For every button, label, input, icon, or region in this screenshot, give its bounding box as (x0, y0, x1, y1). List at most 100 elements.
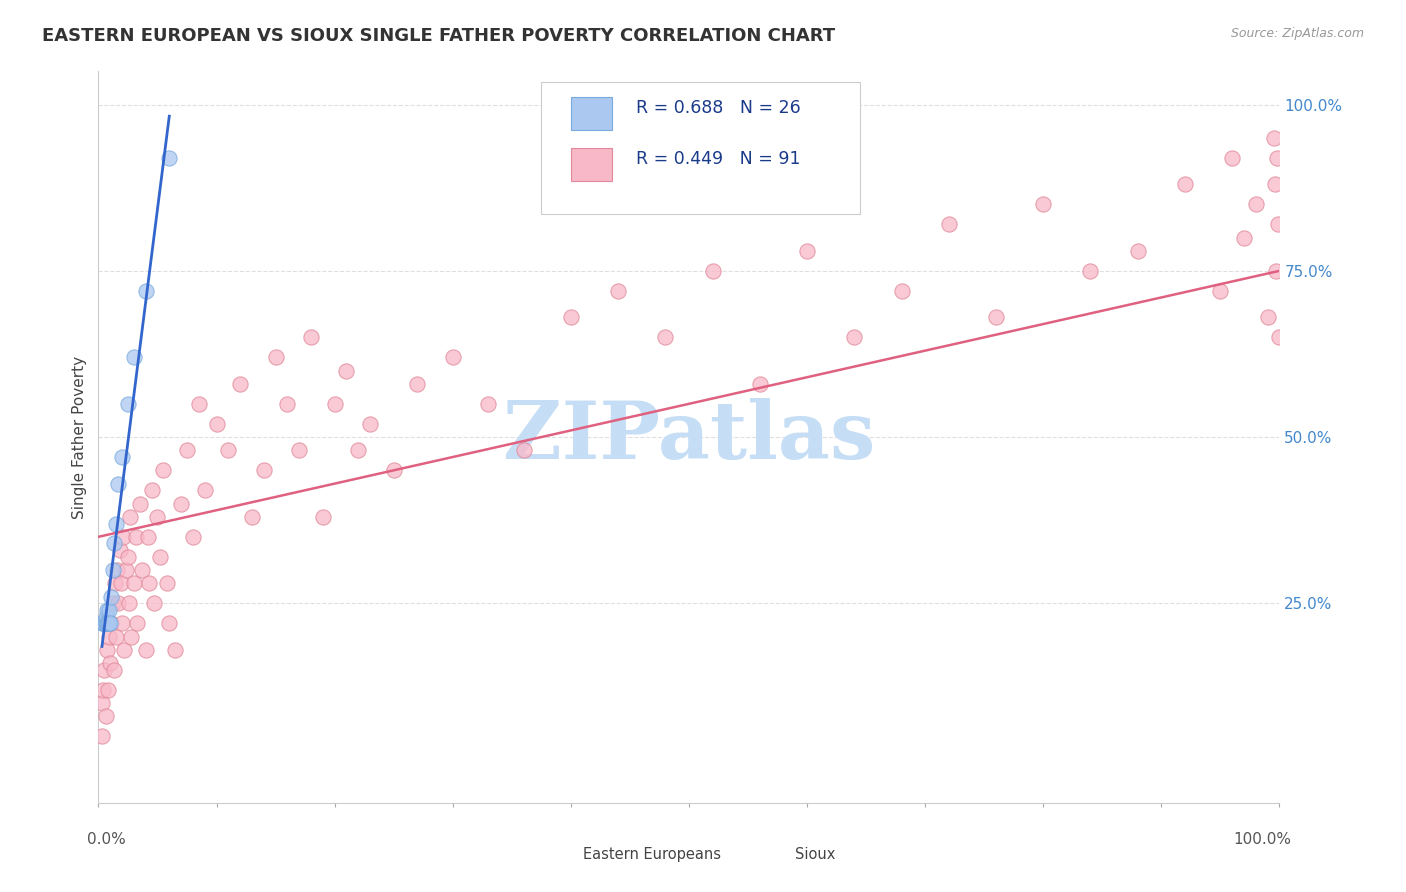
Point (1264, 264, 1286, 278)
Bar (759, 843, 789, 865)
Text: Sioux: Sioux (796, 847, 835, 862)
Point (1265, 151, 1288, 165)
Point (117, 549, 139, 564)
Point (101, 563, 124, 577)
Point (844, 330, 866, 344)
Point (194, 483, 217, 498)
Point (94, 616, 117, 631)
Point (323, 397, 346, 411)
Point (135, 284, 157, 298)
Point (93, 616, 115, 631)
Point (560, 310, 582, 325)
Point (142, 596, 165, 610)
Point (382, 463, 405, 477)
Point (98, 656, 121, 670)
Point (1220, 151, 1243, 165)
Point (121, 630, 143, 644)
Point (110, 576, 132, 591)
Point (114, 563, 136, 577)
Text: R = 0.688   N = 26: R = 0.688 N = 26 (636, 99, 800, 117)
Point (122, 351, 145, 365)
Point (120, 509, 142, 524)
Point (1264, 178, 1286, 192)
Point (702, 264, 724, 278)
Text: EASTERN EUROPEAN VS SIOUX SINGLE FATHER POVERTY CORRELATION CHART: EASTERN EUROPEAN VS SIOUX SINGLE FATHER … (42, 27, 835, 45)
Point (125, 530, 148, 544)
Point (135, 643, 157, 657)
Point (176, 443, 198, 458)
Point (117, 397, 139, 411)
Point (96, 603, 118, 617)
Point (1032, 197, 1054, 211)
Point (1268, 330, 1291, 344)
Point (299, 330, 322, 344)
Point (107, 596, 129, 610)
Point (1233, 230, 1256, 244)
Point (181, 530, 204, 544)
Point (1126, 244, 1149, 258)
Point (105, 630, 128, 644)
Point (347, 443, 370, 458)
Text: Eastern Europeans: Eastern Europeans (582, 847, 721, 862)
FancyBboxPatch shape (541, 82, 860, 214)
Point (98, 616, 121, 631)
Point (127, 616, 149, 631)
Point (152, 463, 174, 477)
Point (101, 596, 124, 610)
Point (157, 151, 180, 165)
Point (149, 549, 172, 564)
Point (91, 682, 114, 697)
Point (359, 417, 381, 431)
Point (156, 576, 179, 591)
Point (276, 397, 298, 411)
Point (111, 450, 134, 464)
Point (264, 351, 287, 365)
Point (138, 576, 160, 591)
Point (477, 397, 499, 411)
Point (170, 497, 193, 511)
Point (1244, 197, 1267, 211)
Point (146, 509, 169, 524)
Point (91, 696, 114, 710)
Text: R = 0.449   N = 91: R = 0.449 N = 91 (636, 150, 800, 168)
Point (98, 616, 121, 631)
Text: ZIPatlas: ZIPatlas (503, 398, 875, 476)
Point (240, 509, 263, 524)
Point (1174, 178, 1197, 192)
Point (97, 616, 120, 631)
Point (229, 376, 252, 391)
Point (607, 284, 630, 298)
Point (94, 609, 117, 624)
Point (104, 576, 127, 591)
Point (91, 616, 114, 631)
Bar (571, 96, 612, 130)
Point (97, 616, 120, 631)
Point (100, 616, 122, 631)
Point (111, 616, 134, 631)
Point (118, 596, 141, 610)
Point (512, 443, 534, 458)
Point (103, 536, 125, 550)
Point (1209, 284, 1232, 298)
Point (157, 616, 180, 631)
Point (253, 463, 276, 477)
Point (1267, 217, 1289, 231)
Point (406, 376, 429, 391)
Bar (571, 148, 612, 181)
Point (654, 330, 676, 344)
Point (91, 729, 114, 743)
Point (1263, 131, 1285, 145)
Point (312, 509, 335, 524)
Point (217, 443, 239, 458)
Point (288, 443, 311, 458)
Point (205, 417, 228, 431)
Point (984, 310, 1007, 325)
Point (136, 530, 159, 544)
Point (1257, 310, 1279, 325)
Point (94, 616, 117, 631)
Point (98, 630, 121, 644)
Point (441, 351, 464, 365)
Point (128, 497, 150, 511)
Bar (547, 843, 576, 865)
Point (93, 663, 115, 677)
